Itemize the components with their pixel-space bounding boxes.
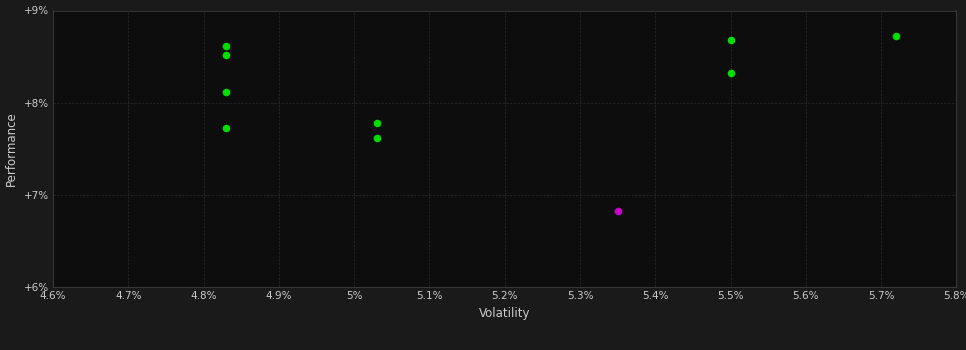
Point — [723, 70, 738, 76]
Point — [218, 126, 234, 131]
Y-axis label: Performance: Performance — [5, 111, 18, 186]
Point — [369, 120, 384, 126]
Point — [723, 37, 738, 43]
Point — [218, 43, 234, 48]
Point — [218, 89, 234, 95]
Point — [889, 34, 904, 39]
Point — [610, 209, 625, 214]
X-axis label: Volatility: Volatility — [479, 307, 530, 320]
Point — [218, 52, 234, 57]
Point — [369, 135, 384, 140]
